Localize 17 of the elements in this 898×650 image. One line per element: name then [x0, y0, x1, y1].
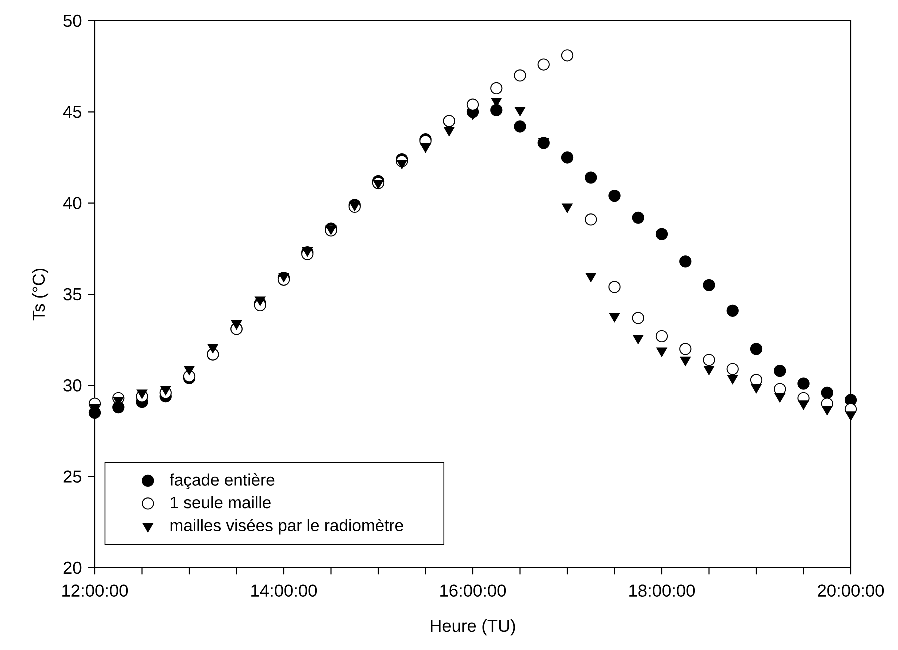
y-tick-label: 25 — [64, 470, 82, 483]
legend-label: mailles visées par le radiomètre — [170, 519, 404, 535]
y-tick-label: 20 — [64, 562, 82, 574]
legend-label: façade entière — [170, 474, 275, 490]
x-axis-title: Heure (TU) — [431, 619, 516, 636]
x-tick-label: 20:00:00 — [818, 584, 884, 597]
y-tick-label: 30 — [64, 380, 82, 392]
x-tick-label: 12:00:00 — [62, 584, 128, 597]
x-tick-label: 18:00:00 — [630, 584, 696, 597]
x-tick-label: 16:00:00 — [440, 584, 506, 597]
y-tick-label: 50 — [64, 14, 82, 28]
legend-label: 1 seule maille — [171, 496, 271, 509]
y-tick-label: 40 — [63, 197, 82, 210]
y-tick-label: 35 — [64, 288, 82, 301]
x-tick-label: 14:00:00 — [252, 584, 318, 597]
y-tick-label: 45 — [63, 106, 82, 118]
y-axis-title: Ts (°C) — [32, 269, 49, 321]
